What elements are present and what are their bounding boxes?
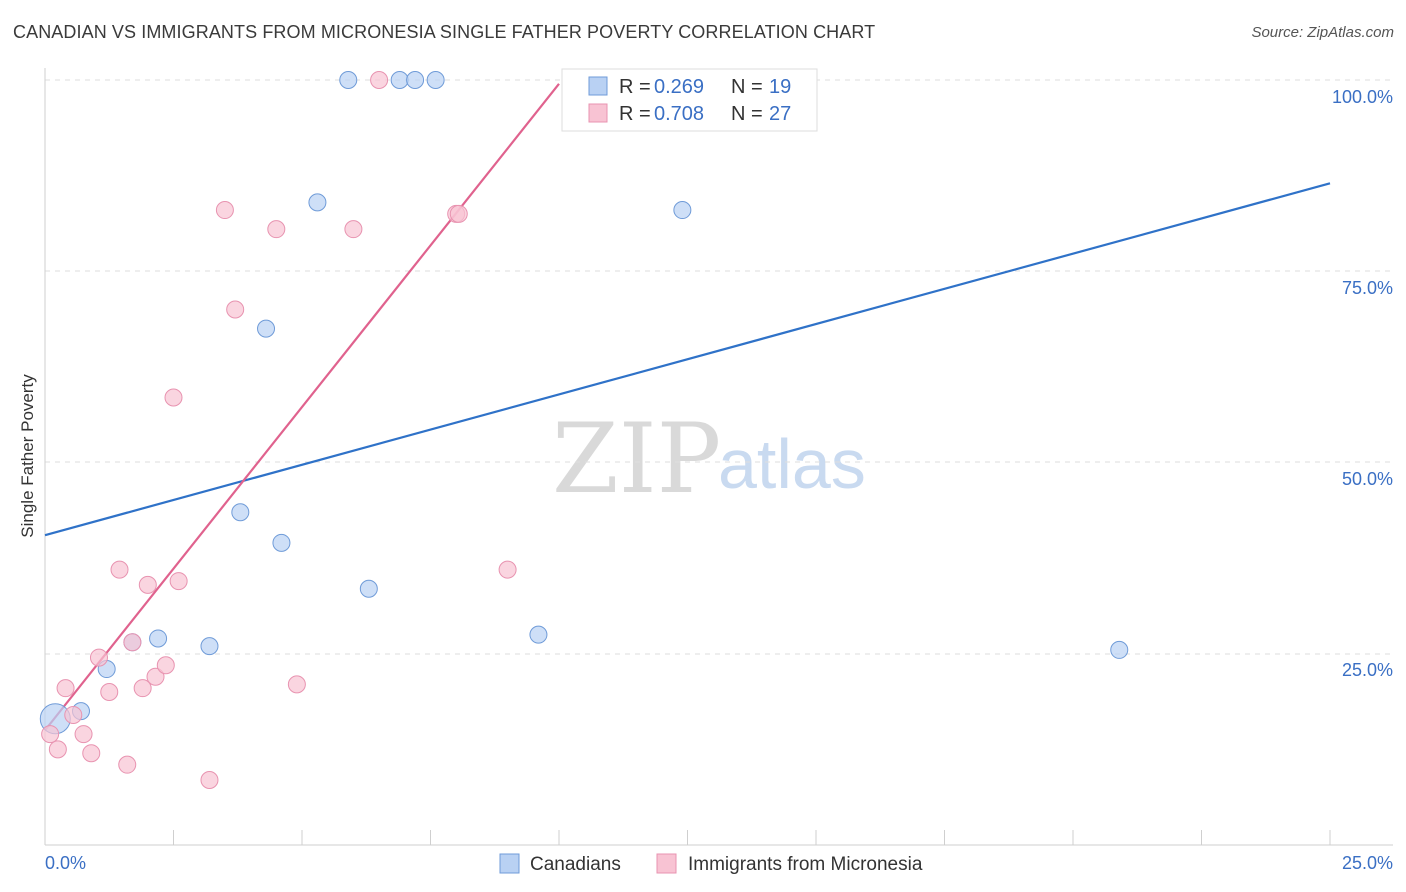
point-canadians-8 <box>272 533 291 552</box>
y-axis-title: Single Father Poverty <box>18 374 37 538</box>
legend-swatch-canadians <box>588 76 608 96</box>
data-points <box>39 71 1129 789</box>
point-micronesia-18 <box>215 201 234 220</box>
point-micronesia-20 <box>267 220 286 239</box>
legend-swatch-micronesia <box>588 103 608 123</box>
trend-lines <box>44 83 1331 731</box>
trend-line-micronesia <box>44 83 560 731</box>
point-micronesia-10 <box>123 633 142 652</box>
point-micronesia-21 <box>287 675 306 694</box>
point-micronesia-4 <box>74 725 93 744</box>
y-tick-label-25.0%: 25.0% <box>1342 660 1393 680</box>
point-micronesia-9 <box>118 755 137 774</box>
point-micronesia-15 <box>164 388 183 407</box>
watermark-atlas: atlas <box>718 425 866 503</box>
point-micronesia-11 <box>133 679 152 698</box>
bottom-legend-label-micronesia: Immigrants from Micronesia <box>688 854 923 875</box>
point-canadians-12 <box>390 71 409 89</box>
point-micronesia-5 <box>82 744 101 763</box>
point-micronesia-6 <box>89 648 108 667</box>
point-micronesia-22 <box>344 220 363 239</box>
y-tick-label-50.0%: 50.0% <box>1342 469 1393 489</box>
point-micronesia-26 <box>498 560 517 579</box>
point-micronesia-16 <box>169 572 188 591</box>
legend-r-value-micronesia: 0.708 <box>654 103 704 125</box>
x-axis-ticks <box>44 830 1331 845</box>
point-canadians-17 <box>1110 640 1129 659</box>
legend-r-label-micronesia: R = <box>619 103 651 125</box>
point-micronesia-0 <box>41 725 60 744</box>
point-canadians-16 <box>673 201 692 220</box>
gridlines <box>45 79 1393 655</box>
point-micronesia-14 <box>156 656 175 675</box>
x-tick-label-min: 0.0% <box>45 853 86 873</box>
point-micronesia-7 <box>100 683 119 701</box>
point-micronesia-12 <box>138 575 157 594</box>
point-canadians-14 <box>426 71 445 89</box>
watermark-zip: ZIP <box>552 403 721 515</box>
series-legend: Canadians Immigrants from Micronesia <box>499 853 923 875</box>
point-micronesia-1 <box>48 740 67 759</box>
point-micronesia-25 <box>449 204 468 223</box>
source-label: Source: ZipAtlas.com <box>1251 24 1394 41</box>
y-tick-label-100.0%: 100.0% <box>1332 87 1393 107</box>
correlation-legend: R = 0.269 N = 19 R = 0.708 N = 27 <box>561 68 818 132</box>
legend-n-value-canadians: 19 <box>769 76 791 98</box>
point-micronesia-13 <box>146 667 165 686</box>
bottom-legend-swatch-micronesia <box>656 853 677 874</box>
point-canadians-15 <box>529 625 548 644</box>
point-canadians-13 <box>406 71 425 89</box>
x-tick-label-max: 25.0% <box>1342 853 1393 873</box>
legend-r-label-canadians: R = <box>619 76 651 98</box>
point-canadians-4 <box>149 629 168 648</box>
y-tick-labels: 25.0% 50.0% 75.0% 100.0% <box>1332 87 1393 680</box>
legend-n-label-canadians: N = <box>731 76 763 98</box>
point-canadians-5 <box>200 637 219 656</box>
legend-n-value-micronesia: 27 <box>769 103 791 125</box>
point-micronesia-2 <box>56 679 75 698</box>
legend-n-label-micronesia: N = <box>731 103 763 125</box>
point-canadians-9 <box>308 193 327 212</box>
point-canadians-7 <box>257 319 276 338</box>
point-canadians-11 <box>359 579 378 598</box>
legend-r-value-canadians: 0.269 <box>654 76 704 98</box>
point-canadians-10 <box>339 71 358 89</box>
point-micronesia-19 <box>226 300 245 319</box>
point-micronesia-23 <box>370 71 389 89</box>
point-micronesia-17 <box>200 770 219 789</box>
point-micronesia-8 <box>110 560 129 579</box>
point-micronesia-3 <box>64 705 83 724</box>
point-canadians-6 <box>231 503 250 522</box>
chart-title: CANADIAN VS IMMIGRANTS FROM MICRONESIA S… <box>13 22 876 42</box>
y-tick-label-75.0%: 75.0% <box>1342 278 1393 298</box>
trend-line-canadians <box>44 182 1331 537</box>
bottom-legend-swatch-canadians <box>499 853 520 874</box>
bottom-legend-label-canadians: Canadians <box>530 854 621 875</box>
